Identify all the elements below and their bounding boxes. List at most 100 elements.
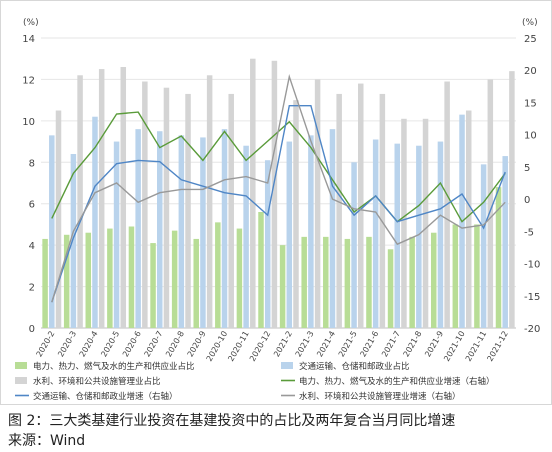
- bar-1: [474, 224, 480, 328]
- bar-1: [193, 238, 199, 328]
- bar-2: [394, 143, 400, 328]
- bar-3: [98, 69, 105, 329]
- bar-3: [120, 67, 127, 328]
- category-label: 2021-5: [337, 330, 359, 359]
- bar-3: [55, 110, 62, 328]
- bar-2: [157, 131, 163, 328]
- left-tick-label: 6: [29, 200, 35, 211]
- category-label: 2020-6: [121, 330, 143, 359]
- bar-1: [150, 243, 156, 328]
- category-label: 2020-4: [78, 330, 100, 359]
- bar-2: [200, 137, 206, 328]
- left-tick-label: 14: [22, 34, 35, 45]
- bar-3: [401, 118, 407, 329]
- category-label: 2021-4: [315, 330, 337, 359]
- right-tick-label: -5: [524, 227, 534, 238]
- bar-2: [480, 164, 487, 328]
- right-tick-label: -15: [524, 292, 540, 303]
- bar-3: [465, 110, 472, 328]
- left-axis-unit: (%): [23, 18, 39, 28]
- category-label: 2020-9: [186, 330, 208, 359]
- right-axis-unit: (%): [522, 18, 538, 28]
- left-tick-label: 8: [29, 158, 35, 169]
- category-label: 2021-8: [402, 330, 424, 359]
- legend-swatch-bar: [15, 362, 27, 369]
- bar-3: [228, 93, 234, 328]
- bar-1: [171, 230, 178, 328]
- bar-1: [128, 226, 135, 328]
- bar-1: [85, 232, 92, 328]
- category-label: 2020-8: [164, 330, 186, 359]
- bar-1: [279, 245, 286, 328]
- left-tick-label: 10: [22, 117, 35, 128]
- bar-2: [92, 116, 98, 328]
- bar-1: [387, 249, 394, 328]
- bar-2: [351, 162, 357, 328]
- right-tick-label: 15: [524, 98, 537, 109]
- bar-2: [286, 141, 293, 328]
- chart-frame: 0 2 4 6 8 10 12 14 -20 -15 -10 -5 0 5 10 15 20 25 (%) (%) 20…: [0, 0, 552, 405]
- bar-3: [163, 87, 170, 328]
- bar-1: [63, 234, 70, 328]
- line-series-2: [51, 104, 506, 303]
- category-label: 2020-7: [143, 330, 165, 359]
- legend-swatch-bar: [281, 362, 293, 369]
- line-series-3: [51, 74, 506, 303]
- bar-3: [487, 79, 494, 328]
- bar-2: [308, 135, 314, 328]
- bar-1: [366, 236, 372, 328]
- legend-label: 电力、热力、燃气及水的生产和供应业占比: [33, 361, 195, 372]
- bar-3: [250, 58, 256, 328]
- bar-3: [509, 71, 515, 329]
- bar-1: [107, 228, 113, 328]
- bar-1: [495, 187, 502, 328]
- bar-2: [329, 129, 336, 328]
- bar-3: [185, 93, 191, 328]
- bar-3: [314, 79, 321, 328]
- category-label: 2021-3: [294, 330, 316, 359]
- bar-2: [135, 129, 141, 328]
- bar-3: [336, 93, 342, 328]
- bar-2: [264, 160, 271, 328]
- legend-label: 电力、热力、燃气及水的生产和供应业增速（右轴）: [299, 376, 495, 387]
- bar-1: [258, 212, 264, 328]
- left-tick-label: 0: [29, 324, 35, 335]
- bar-3: [271, 60, 278, 329]
- line-layer: [51, 74, 506, 303]
- category-label: 2020-5: [99, 330, 121, 359]
- bar-3: [293, 100, 299, 329]
- right-tick-label: 25: [524, 34, 537, 45]
- right-tick-label: 10: [524, 131, 537, 142]
- right-tick-label: 20: [524, 66, 537, 77]
- bar-2: [113, 141, 120, 328]
- bar-1: [430, 232, 437, 328]
- category-label: 2021-7: [380, 330, 402, 359]
- chart: 0 2 4 6 8 10 12 14 -20 -15 -10 -5 0 5 10 15 20 25 (%) (%) 20…: [15, 18, 540, 402]
- legend-label: 交通运输、仓储和邮政业占比: [299, 361, 410, 372]
- category-label: 2021-6: [358, 330, 380, 359]
- category-label: 2020-2: [35, 330, 57, 359]
- legend-label: 水利、环境和公共设施管理业占比: [33, 376, 161, 387]
- bar-3: [77, 75, 83, 329]
- category-label: 2020-12: [248, 330, 273, 363]
- bar-1: [323, 236, 329, 328]
- legend-label: 交通运输、仓储和邮政业增速（右轴）: [33, 391, 178, 402]
- bar-2: [372, 139, 379, 328]
- legend-swatch-bar: [15, 377, 27, 384]
- bar-1: [409, 236, 415, 328]
- left-tick-label: 12: [22, 75, 35, 86]
- category-label: 2021-9: [423, 330, 445, 359]
- bar-3: [206, 75, 213, 329]
- bar-3: [422, 118, 429, 329]
- source-note: 来源：Wind: [8, 433, 86, 449]
- bar-1: [42, 238, 48, 328]
- bar-layer: [42, 58, 515, 329]
- bar-1: [236, 228, 243, 328]
- left-tick-label: 4: [29, 241, 35, 252]
- right-tick-label: 0: [524, 195, 530, 206]
- bar-1: [215, 222, 221, 328]
- figure-caption: 图 2：三大类基建行业投资在基建投资中的占比及两年复合当月同比增速: [8, 413, 456, 429]
- bar-1: [344, 238, 351, 328]
- bar-3: [142, 81, 148, 328]
- legend: 电力、热力、燃气及水的生产和供应业占比 交通运输、仓储和邮政业占比水利、环境和公共…: [15, 361, 495, 402]
